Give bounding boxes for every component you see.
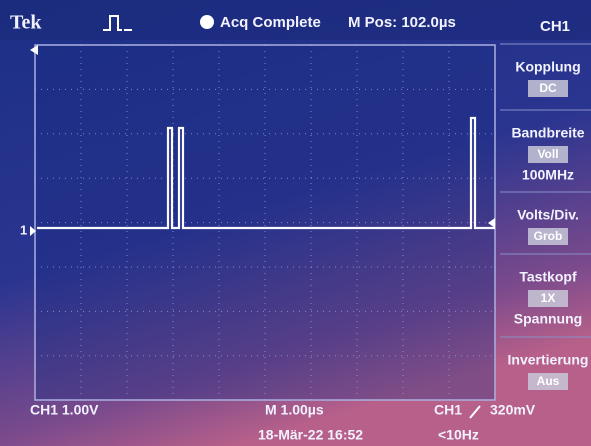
oscilloscope-screen: Tek Acq Complete M Pos: 102.0µs CH1 1 Ko… — [0, 0, 591, 446]
menu-value: Grob — [534, 229, 563, 243]
menu-label: Invertierung — [508, 352, 589, 368]
brand: Tek — [10, 12, 42, 34]
menu-extra: Spannung — [514, 311, 582, 327]
channel-marker: 1 — [20, 222, 27, 237]
menu-value: Voll — [537, 147, 558, 161]
menu-value: Aus — [537, 374, 560, 388]
menu-label: Bandbreite — [511, 125, 584, 141]
menu-value: 1X — [541, 291, 556, 305]
page: Tek Acq Complete M Pos: 102.0µs CH1 1 Ko… — [0, 0, 591, 446]
status-dot — [200, 15, 214, 29]
status: Acq Complete — [220, 14, 321, 31]
channel-scale: CH1 1.00V — [30, 402, 99, 418]
graticule-area — [35, 45, 495, 400]
date: 18-Mär-22 16:52 — [258, 427, 363, 443]
menu-extra: 100MHz — [522, 167, 574, 183]
menu-label: Kopplung — [515, 59, 580, 75]
frequency: <10Hz — [438, 427, 479, 443]
menu-label: Volts/Div. — [517, 207, 579, 223]
trigger-channel: CH1 — [434, 402, 462, 418]
menu-channel: CH1 — [540, 18, 570, 35]
menu-value: DC — [539, 81, 557, 95]
trigger-level: 320mV — [490, 402, 536, 418]
time-scale: M 1.00µs — [265, 402, 324, 418]
menu-label: Tastkopf — [519, 269, 577, 285]
position: M Pos: 102.0µs — [348, 14, 456, 31]
